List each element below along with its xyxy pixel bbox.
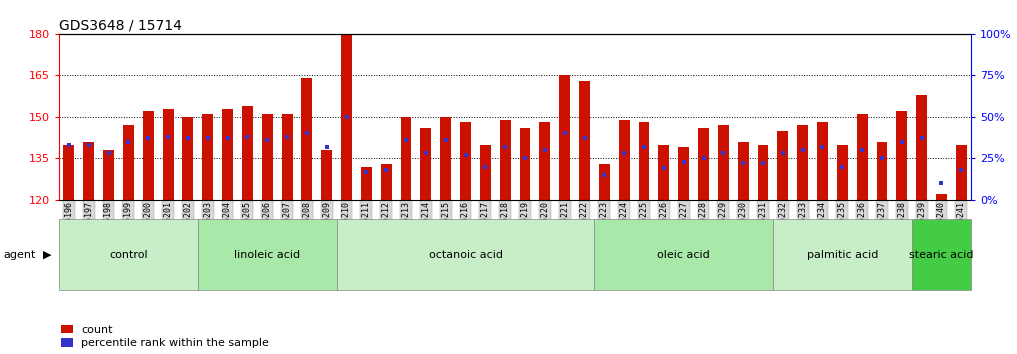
Text: oleic acid: oleic acid [657, 250, 710, 260]
Text: agent: agent [3, 250, 36, 260]
Bar [103, 150, 114, 200]
Bar [499, 120, 511, 200]
Bar [420, 128, 431, 200]
Bar [579, 81, 590, 200]
Bar [618, 120, 630, 200]
Bar [658, 144, 669, 200]
Bar [83, 142, 95, 200]
Bar [321, 150, 333, 200]
Bar [361, 167, 372, 200]
Bar [242, 106, 253, 200]
Bar [896, 111, 907, 200]
Bar [678, 147, 690, 200]
Text: palmitic acid: palmitic acid [806, 250, 878, 260]
Bar [261, 114, 273, 200]
Bar [559, 75, 571, 200]
Bar [301, 78, 312, 200]
Bar [817, 122, 828, 200]
Bar [936, 194, 947, 200]
Bar [539, 122, 550, 200]
Text: linoleic acid: linoleic acid [234, 250, 300, 260]
Text: octanoic acid: octanoic acid [428, 250, 502, 260]
Bar [718, 125, 729, 200]
Legend: count, percentile rank within the sample: count, percentile rank within the sample [61, 325, 270, 348]
Bar [480, 144, 491, 200]
Bar [737, 142, 749, 200]
Bar [460, 122, 471, 200]
Bar [758, 144, 769, 200]
Bar [222, 108, 233, 200]
Bar [520, 128, 531, 200]
Bar [341, 34, 352, 200]
Bar [837, 144, 848, 200]
Bar [956, 144, 967, 200]
Bar [440, 117, 452, 200]
Text: stearic acid: stearic acid [909, 250, 973, 260]
Bar [599, 164, 610, 200]
Bar [777, 131, 788, 200]
Bar [877, 142, 888, 200]
Bar [856, 114, 868, 200]
Bar [63, 144, 74, 200]
Bar [797, 125, 809, 200]
Bar [380, 164, 392, 200]
Text: ▶: ▶ [43, 250, 51, 260]
Bar [916, 95, 928, 200]
Bar [401, 117, 412, 200]
Bar [182, 117, 193, 200]
Bar [123, 125, 134, 200]
Bar [282, 114, 293, 200]
Text: GDS3648 / 15714: GDS3648 / 15714 [59, 18, 182, 33]
Bar [163, 108, 174, 200]
Bar [142, 111, 154, 200]
Bar [639, 122, 650, 200]
Bar [202, 114, 214, 200]
Bar [698, 128, 709, 200]
Text: control: control [109, 250, 147, 260]
